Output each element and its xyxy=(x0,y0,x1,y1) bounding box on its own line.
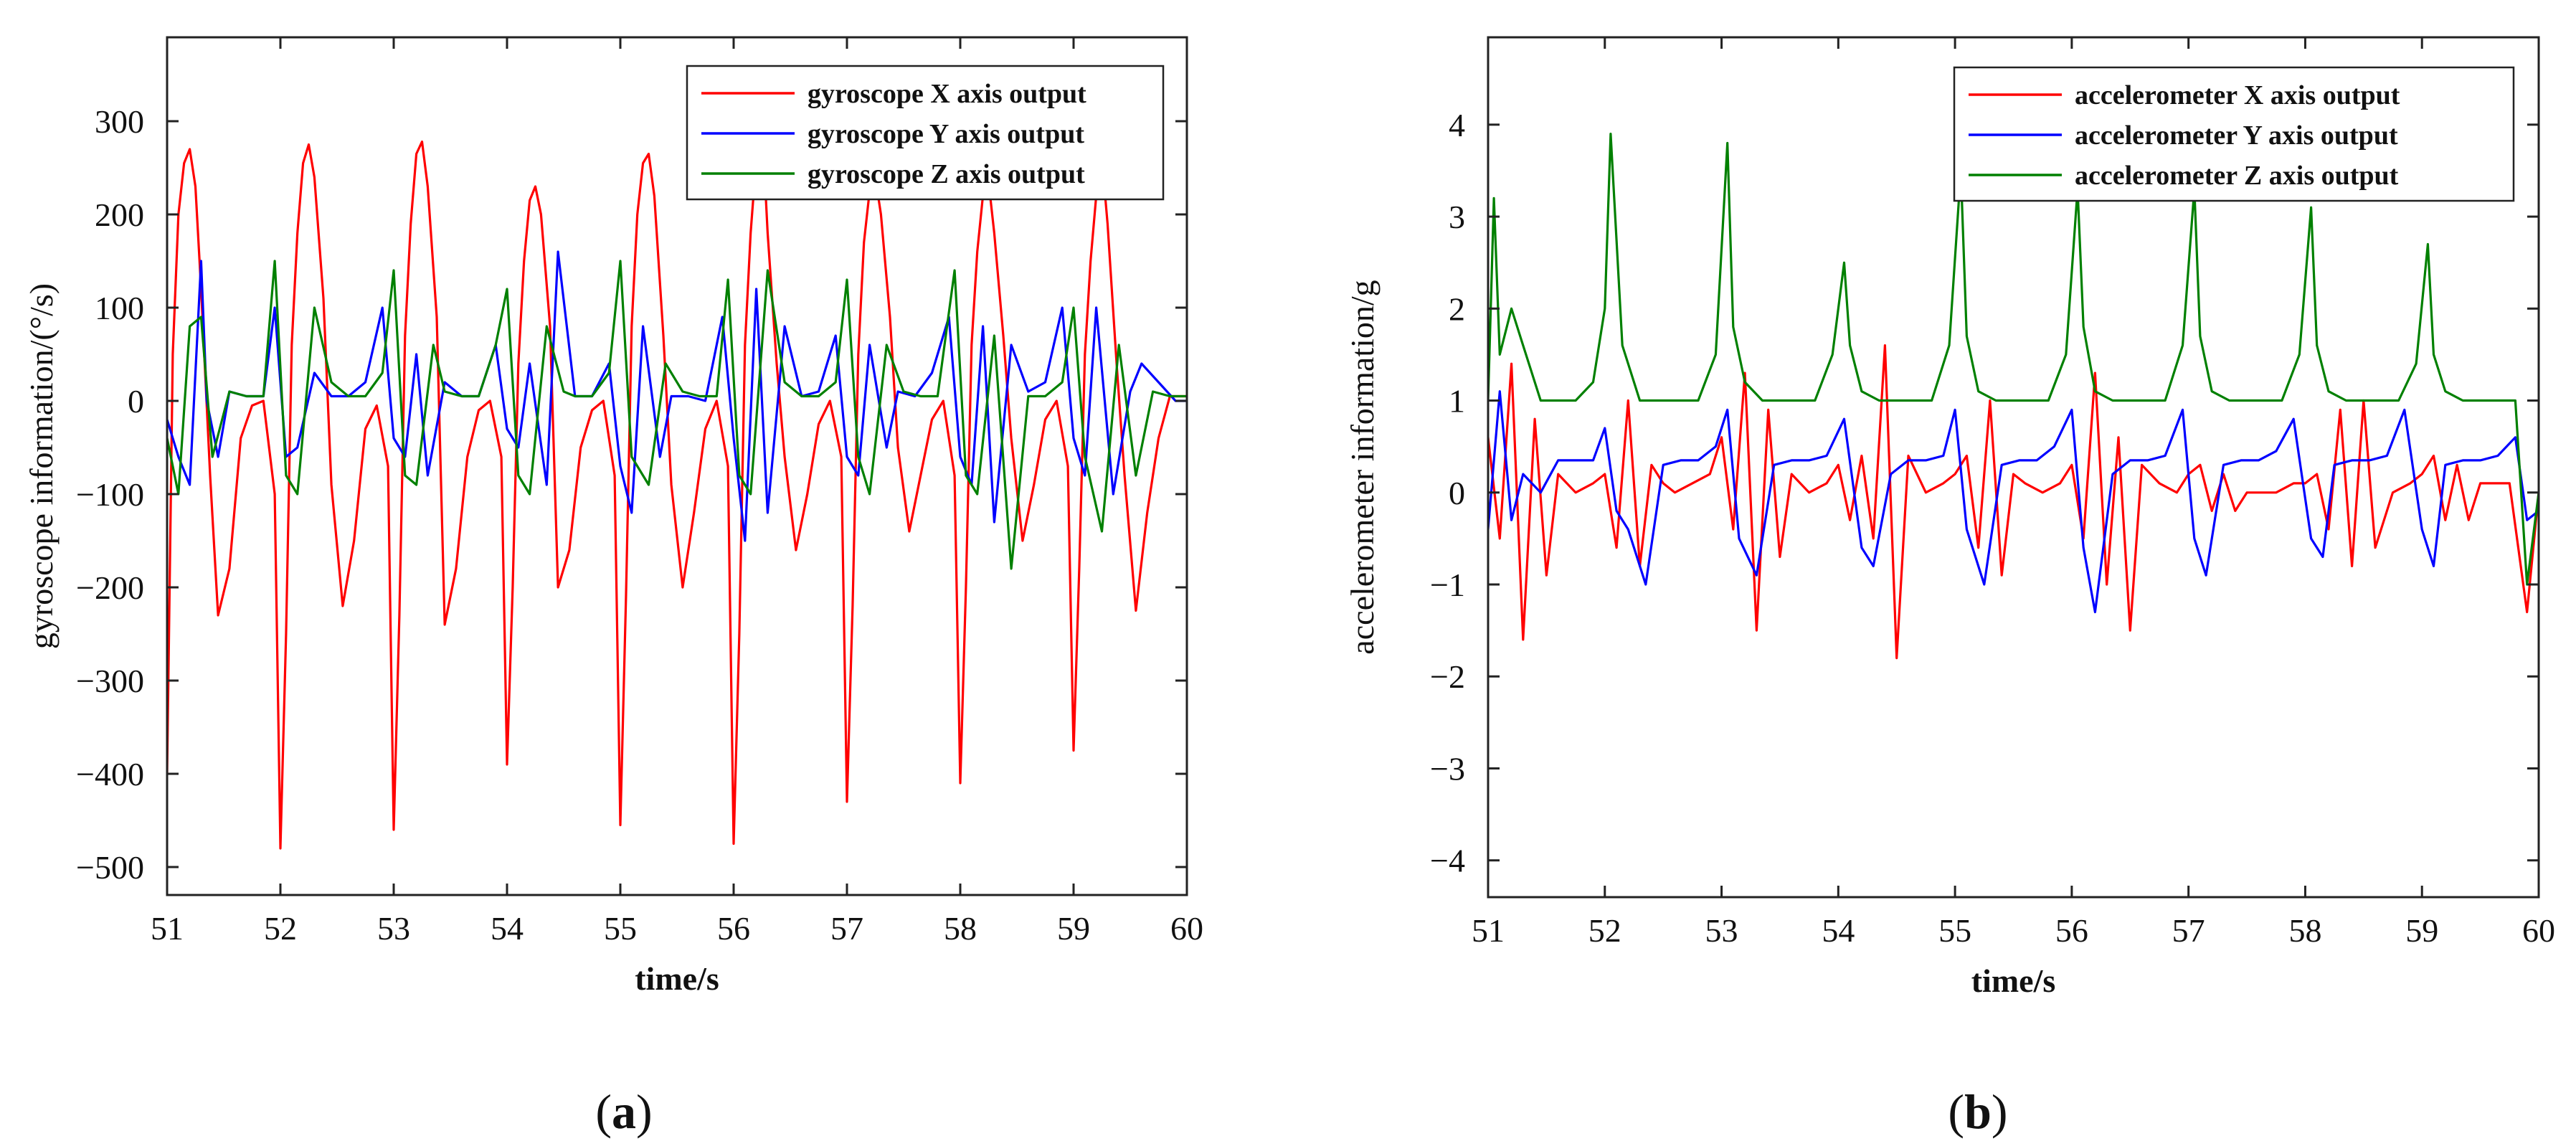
x-tick-label: 52 xyxy=(1588,912,1621,949)
caption-a-close: ) xyxy=(636,1084,653,1139)
y-tick-label: −1 xyxy=(1430,567,1465,603)
legend-label-1: gyroscope X axis output xyxy=(808,79,1086,109)
x-tick-label: 58 xyxy=(2288,912,2321,949)
y-axis-label: gyroscope information/(°/s) xyxy=(23,283,60,649)
series-line-2 xyxy=(1488,390,2539,614)
plot-frame xyxy=(166,36,1188,896)
legend-label-2: accelerometer Y axis output xyxy=(2075,120,2398,151)
x-tick-label: 55 xyxy=(604,910,637,947)
x-tick-label: 53 xyxy=(377,910,410,947)
x-tick-label: 59 xyxy=(1057,910,1090,947)
legend-label-3: gyroscope Z axis output xyxy=(808,159,1085,189)
x-tick-label: 52 xyxy=(264,910,297,947)
legend-label-3: accelerometer Z axis output xyxy=(2075,161,2399,191)
x-tick-label: 56 xyxy=(717,910,750,947)
y-axis-label: accelerometer information/g xyxy=(1344,280,1381,654)
x-tick-label: 60 xyxy=(1170,910,1203,947)
x-tick-label: 58 xyxy=(944,910,977,947)
caption-a-letter: a xyxy=(612,1084,636,1139)
series-line-2 xyxy=(167,250,1187,542)
series-group xyxy=(167,120,1187,850)
x-tick-label: 55 xyxy=(1938,912,1971,949)
y-tick-label: 200 xyxy=(95,196,144,233)
y-tick-label: −100 xyxy=(76,476,144,513)
y-tick-label: −3 xyxy=(1430,750,1465,787)
x-tick-label: 59 xyxy=(2405,912,2438,949)
x-tick-label: 56 xyxy=(2055,912,2088,949)
y-tick-label: 0 xyxy=(1449,475,1465,511)
y-tick-label: −400 xyxy=(76,756,144,792)
x-tick-label: 57 xyxy=(2172,912,2205,949)
y-tick-label: −500 xyxy=(76,849,144,886)
series-line-1 xyxy=(1488,344,2539,660)
legend: accelerometer X axis output accelerometer… xyxy=(1953,66,2515,202)
legend: gyroscope X axis output gyroscope Y axis … xyxy=(686,65,1165,201)
y-tick-label: −4 xyxy=(1430,843,1465,879)
x-tick-label: 54 xyxy=(1822,912,1855,949)
y-tick-label: −2 xyxy=(1430,658,1465,695)
x-axis-label: time/s xyxy=(635,960,719,997)
y-tick-label: 100 xyxy=(95,290,144,326)
series-line-1 xyxy=(167,120,1187,850)
caption-a-open: ( xyxy=(595,1084,612,1139)
x-axis-label: time/s xyxy=(1971,962,2056,999)
x-tick-label: 60 xyxy=(2522,912,2555,949)
y-tick-label: 4 xyxy=(1449,107,1465,143)
chart-panel-b: 4 3 2 1 0 −1 −2 −3 −451 52 53 54 55 56 57 58 59 60 time/s a… xyxy=(1344,36,2555,999)
y-tick-label: 1 xyxy=(1449,383,1465,420)
series-line-3 xyxy=(1488,133,2539,586)
caption-b-close: ) xyxy=(1992,1084,2008,1139)
y-tick-label: 2 xyxy=(1449,290,1465,327)
caption-b-open: ( xyxy=(1948,1084,1964,1139)
x-tick-label: 51 xyxy=(1472,912,1505,949)
series-group xyxy=(1488,133,2539,660)
y-tick-label: 0 xyxy=(128,383,144,420)
y-tick-label: 300 xyxy=(95,103,144,140)
x-tick-label: 57 xyxy=(830,910,863,947)
legend-label-2: gyroscope Y axis output xyxy=(808,119,1084,149)
series-line-3 xyxy=(167,260,1187,570)
legend-label-1: accelerometer X axis output xyxy=(2075,80,2400,110)
x-tick-label: 54 xyxy=(491,910,524,947)
y-tick-label: 3 xyxy=(1449,199,1465,235)
caption-b-letter: b xyxy=(1964,1084,1992,1139)
x-tick-label: 51 xyxy=(151,910,184,947)
x-tick-label: 53 xyxy=(1705,912,1738,949)
plot-frame xyxy=(1487,36,2540,899)
caption-b: (b) xyxy=(1948,1084,2007,1139)
caption-a: (a) xyxy=(595,1084,652,1139)
y-tick-label: −200 xyxy=(76,569,144,606)
y-tick-label: −300 xyxy=(76,663,144,699)
